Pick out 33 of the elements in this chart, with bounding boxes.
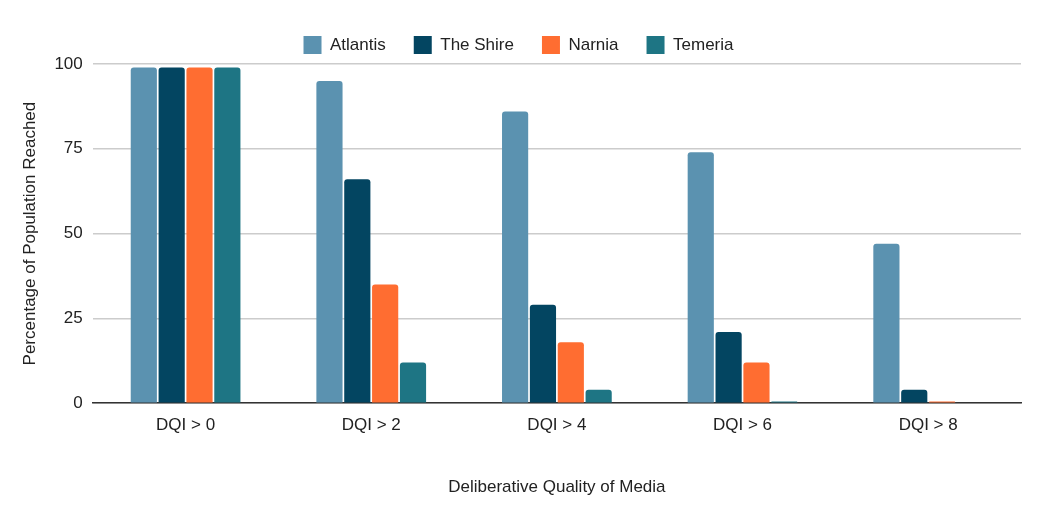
y-axis-title: Percentage of Population Reached <box>19 101 39 366</box>
bar <box>873 243 900 403</box>
bar <box>502 111 529 403</box>
bar <box>557 342 584 403</box>
y-tick-label: 0 <box>73 392 83 412</box>
x-tick-label: DQI > 4 <box>527 415 587 435</box>
bar <box>130 67 157 403</box>
y-tick-label: 50 <box>63 223 83 243</box>
bar <box>344 179 371 403</box>
bar <box>186 67 213 403</box>
x-tick-label: DQI > 2 <box>341 415 401 435</box>
bar <box>214 67 241 403</box>
bar <box>399 362 427 403</box>
x-tick-label: DQI > 0 <box>156 415 216 435</box>
bar <box>316 80 343 403</box>
y-tick-label: 75 <box>63 138 83 158</box>
legend-label: The Shire <box>440 34 514 54</box>
bar <box>529 304 557 403</box>
bar <box>158 67 185 403</box>
bar <box>743 362 770 403</box>
x-axis-title: Deliberative Quality of Media <box>448 477 667 497</box>
bar <box>715 331 742 403</box>
bar <box>687 152 714 403</box>
legend-label: Atlantis <box>330 34 386 54</box>
x-tick-label: DQI > 8 <box>898 415 958 435</box>
y-tick-label: 25 <box>63 308 83 328</box>
y-tick-label: 100 <box>54 53 83 73</box>
x-tick-label: DQI > 6 <box>713 415 773 435</box>
legend-label: Narnia <box>568 34 620 54</box>
legend-label: Temeria <box>673 34 735 54</box>
bar <box>585 389 612 403</box>
bar <box>372 284 399 403</box>
bar <box>901 389 928 403</box>
